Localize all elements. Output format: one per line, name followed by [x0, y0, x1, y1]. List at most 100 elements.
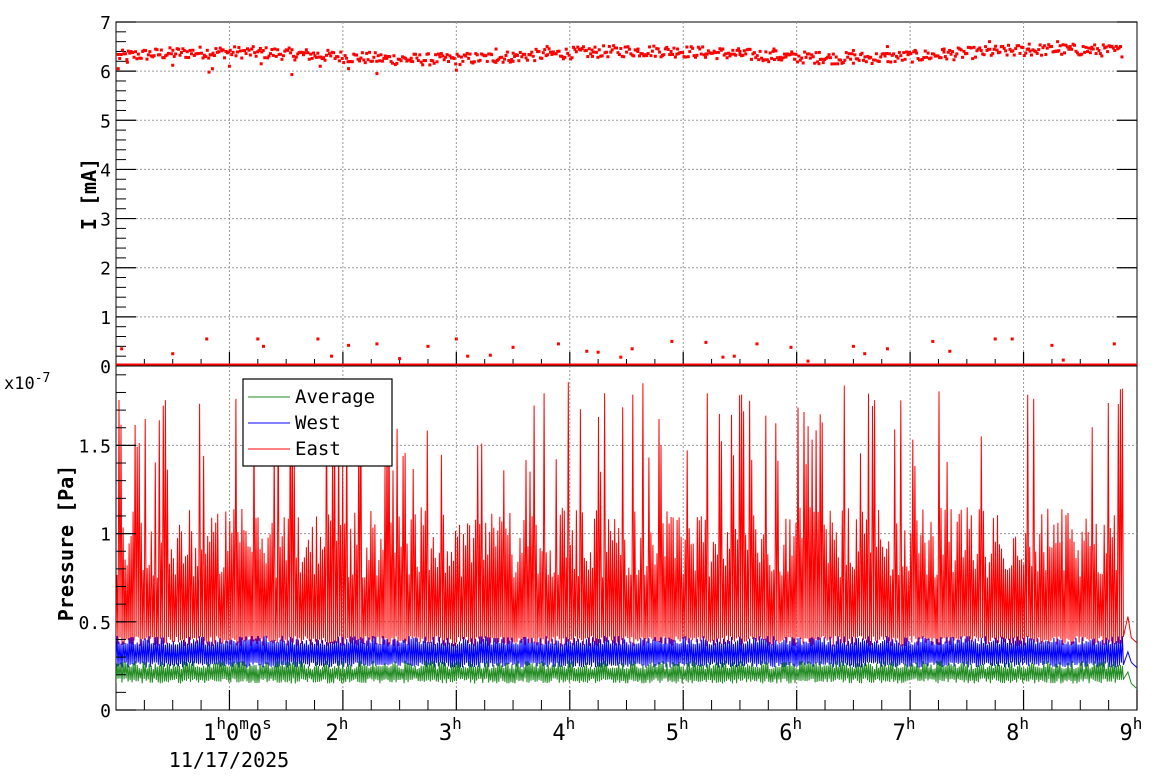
- current-band-point: [701, 45, 705, 49]
- current-band-point: [882, 52, 886, 56]
- current-band-point: [831, 52, 835, 56]
- current-band-point: [207, 56, 211, 60]
- pressure-y-exponent: x10-7: [4, 371, 50, 394]
- current-baseline-outlier: [1061, 358, 1065, 362]
- current-band-point: [228, 48, 232, 52]
- current-band-point: [524, 56, 528, 60]
- current-band-point: [418, 53, 422, 57]
- current-band-point: [653, 54, 657, 58]
- current-band-point: [1014, 47, 1018, 51]
- time-axis-label: 1h0m0s: [203, 714, 272, 746]
- current-outlier-point: [988, 40, 992, 44]
- current-band-point: [943, 55, 947, 59]
- current-band-point: [322, 56, 326, 60]
- current-band-point: [972, 45, 976, 49]
- current-band-point: [1087, 46, 1091, 50]
- current-band-point: [1045, 46, 1049, 50]
- current-band-point: [637, 54, 641, 58]
- current-band-point: [587, 47, 591, 51]
- current-band-point: [592, 50, 596, 54]
- current-band-point: [821, 61, 825, 65]
- current-band-point: [699, 52, 703, 56]
- current-band-point: [609, 50, 613, 54]
- current-band-point: [458, 63, 462, 67]
- current-band-point: [457, 54, 461, 58]
- current-outlier-point: [409, 59, 413, 63]
- current-band-point: [681, 50, 685, 54]
- current-outlier-point: [116, 67, 120, 71]
- current-band-point: [464, 54, 468, 58]
- current-band-point: [652, 44, 656, 48]
- current-band-point: [780, 58, 784, 62]
- current-band-point: [182, 48, 186, 52]
- current-band-point: [640, 52, 644, 56]
- current-y-tick-label: 3: [100, 210, 111, 231]
- current-band-point: [490, 53, 494, 57]
- current-band-point: [864, 60, 868, 64]
- current-baseline-outlier: [511, 345, 515, 349]
- current-band-point: [432, 61, 436, 65]
- current-band-point: [975, 49, 979, 53]
- current-outlier-point: [125, 60, 129, 64]
- current-band-point: [1096, 47, 1100, 51]
- current-band-point: [851, 61, 855, 65]
- current-band-point: [551, 50, 555, 54]
- current-band-point: [447, 60, 451, 64]
- current-y-tick-label: 1: [100, 308, 111, 329]
- current-band-point: [279, 52, 283, 56]
- current-band-point: [267, 54, 271, 58]
- current-band-point: [191, 48, 195, 52]
- current-band-point: [510, 58, 514, 62]
- current-outlier-point: [1027, 42, 1031, 46]
- current-band-point: [668, 53, 672, 57]
- current-band-point: [962, 49, 966, 53]
- current-band-point: [548, 50, 552, 54]
- current-band-point: [953, 54, 957, 58]
- pressure-y-tick-label: 0.5: [78, 613, 111, 634]
- current-band-point: [1063, 51, 1067, 55]
- current-band-point: [362, 58, 366, 62]
- current-band-point: [879, 55, 883, 59]
- current-baseline-outlier: [806, 359, 810, 363]
- current-band-point: [560, 54, 564, 58]
- current-band-point: [929, 56, 933, 60]
- current-band-point: [1058, 44, 1062, 48]
- current-band-point: [772, 58, 776, 62]
- current-baseline-outlier: [619, 355, 623, 359]
- current-band-point: [214, 47, 218, 51]
- current-band-point: [1068, 45, 1072, 49]
- current-outlier-point: [207, 70, 211, 74]
- current-band-point: [863, 55, 867, 59]
- current-band-point: [1083, 50, 1087, 54]
- current-band-point: [162, 56, 166, 60]
- current-band-point: [125, 58, 129, 62]
- current-band-point: [508, 60, 512, 64]
- current-band-point: [1119, 44, 1123, 48]
- current-band-point: [915, 51, 919, 55]
- current-band-point: [319, 55, 323, 59]
- current-band-point: [1094, 52, 1098, 56]
- current-band-point: [218, 46, 222, 50]
- current-band-point: [1040, 53, 1044, 57]
- time-axis-label: 4h: [552, 714, 575, 746]
- current-band-point: [874, 52, 878, 56]
- time-axis-labels: 1h0m0s 2h 3h 4h 5h 6h 7h 8h 9h: [203, 714, 1142, 746]
- current-band-point: [181, 47, 185, 51]
- current-band-point: [994, 44, 998, 48]
- time-axis-label: 5h: [666, 714, 689, 746]
- current-band-point: [289, 51, 293, 55]
- current-band-point: [419, 60, 423, 64]
- current-band-point: [243, 49, 247, 53]
- current-band-point: [571, 45, 575, 49]
- current-band-point: [177, 47, 181, 51]
- current-band-point: [373, 51, 377, 55]
- current-band-point: [909, 52, 913, 56]
- current-band-point: [540, 56, 544, 60]
- pressure-axis-ticks: 0 0.5 1 1.5: [78, 374, 1138, 722]
- current-outlier-point: [636, 49, 640, 53]
- current-band-point: [1011, 49, 1015, 53]
- current-band-point: [662, 53, 666, 57]
- current-band-point: [955, 52, 959, 56]
- current-band-point: [1100, 54, 1104, 58]
- current-baseline-outlier: [851, 344, 855, 348]
